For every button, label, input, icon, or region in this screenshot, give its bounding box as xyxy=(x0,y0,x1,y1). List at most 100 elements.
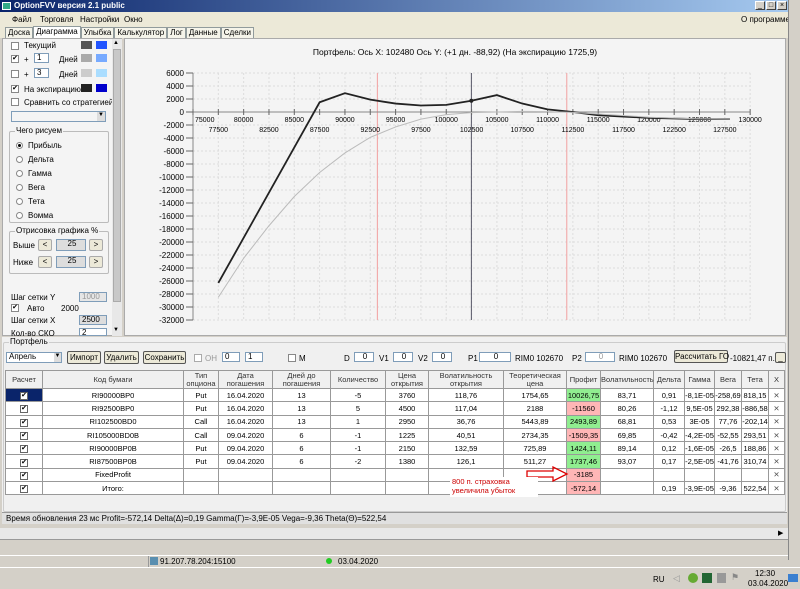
column-header[interactable]: Цена открытия xyxy=(385,370,429,389)
menu-file[interactable]: Файл xyxy=(12,15,32,24)
grid-x-input[interactable]: 2500 xyxy=(79,315,107,325)
calc-checkbox[interactable]: ✔ xyxy=(20,445,28,454)
tab-trades[interactable]: Сделки xyxy=(220,27,255,38)
scroll-up-icon[interactable]: ▲ xyxy=(113,40,119,46)
below-increase-button[interactable]: > xyxy=(89,256,103,268)
menu-settings[interactable]: Настройки xyxy=(80,15,120,24)
profit-chart[interactable]: 6000 4000 2000 0 -2000 -4000 -6000 -8000 -10000 -… xyxy=(125,39,785,335)
calc-checkbox[interactable]: ✔ xyxy=(20,405,28,414)
strategy-select[interactable] xyxy=(11,111,106,122)
column-header[interactable]: Дней до погашения xyxy=(272,370,331,389)
network-tray-icon[interactable] xyxy=(717,573,726,583)
grid-y-input[interactable]: 1000 xyxy=(79,292,107,302)
oh-checkbox[interactable] xyxy=(194,354,202,362)
column-header[interactable]: Дельта xyxy=(653,370,685,389)
table-row[interactable]: ✔ RI90000BP0B Put 09.04.2020 6 -1 2150 132,59 72… xyxy=(5,441,785,456)
menu-window[interactable]: Окно xyxy=(124,15,143,24)
remove-row-button[interactable]: ✕ xyxy=(768,481,785,496)
column-header[interactable]: Тета xyxy=(741,370,769,389)
current-checkbox[interactable] xyxy=(11,42,19,50)
plus1-color-swatch[interactable] xyxy=(81,54,92,62)
table-row[interactable]: ✔ RI105000BD0B Call 09.04.2020 6 -1 1225 40,51 2… xyxy=(5,427,785,443)
above-value[interactable]: 25 xyxy=(56,239,86,251)
tab-board[interactable]: Доска xyxy=(5,27,34,38)
spin-2[interactable]: 1 xyxy=(245,352,263,362)
plus1-days-input[interactable]: 1 xyxy=(34,53,49,63)
radio-vomma[interactable] xyxy=(16,212,23,219)
plus3-color-swatch-2[interactable] xyxy=(96,69,107,77)
current-color-swatch-2[interactable] xyxy=(96,41,107,49)
column-header[interactable]: Дата погашения xyxy=(218,370,273,389)
tab-diagram[interactable]: Диаграмма xyxy=(33,26,81,38)
auto-checkbox[interactable]: ✔ xyxy=(11,304,19,312)
remove-row-button[interactable]: ✕ xyxy=(768,414,785,429)
tab-log[interactable]: Лог xyxy=(167,27,186,38)
table-row[interactable]: ✔ RI87500BP0B Put 09.04.2020 6 -2 1380 126,1 511… xyxy=(5,454,785,469)
below-decrease-button[interactable]: < xyxy=(38,256,52,268)
scrollbar-thumb[interactable] xyxy=(113,49,121,302)
calc-checkbox-cell[interactable]: ✔ xyxy=(5,401,43,416)
remove-row-button[interactable]: ✕ xyxy=(768,387,785,403)
calc-checkbox-cell[interactable]: ✔ xyxy=(5,427,43,443)
window-scrollbar[interactable] xyxy=(788,0,800,560)
column-header[interactable]: Теоретическая цена xyxy=(503,370,567,389)
menu-about[interactable]: О программе xyxy=(741,15,790,24)
sko-input[interactable]: 2 xyxy=(79,328,107,336)
m-checkbox[interactable] xyxy=(288,354,296,362)
calc-checkbox[interactable]: ✔ xyxy=(20,471,28,480)
flag-icon[interactable]: ⚑ xyxy=(731,572,740,582)
p2-input[interactable]: 0 xyxy=(585,352,615,362)
save-button[interactable]: Сохранить xyxy=(143,351,186,364)
v1-input[interactable]: 0 xyxy=(393,352,413,362)
spin-1[interactable]: 0 xyxy=(222,352,240,362)
minimize-button[interactable]: _ xyxy=(755,1,765,10)
column-header[interactable]: Волатильность xyxy=(600,370,654,389)
remove-row-button[interactable]: ✕ xyxy=(768,454,785,469)
scroll-down-icon[interactable]: ▼ xyxy=(113,327,119,333)
calc-checkbox[interactable]: ✔ xyxy=(20,458,28,467)
calc-checkbox-cell[interactable]: ✔ xyxy=(5,441,43,456)
column-header[interactable]: Количество xyxy=(330,370,386,389)
chevron-down-icon[interactable]: ▼ xyxy=(54,353,61,362)
table-row[interactable]: ✔ Итого: -572,14 0,19 -3,9E-05 -9,36 522,54 ✕ xyxy=(5,481,785,496)
below-value[interactable]: 25 xyxy=(56,256,86,268)
column-header[interactable]: Расчет xyxy=(5,370,43,389)
calc-checkbox-cell[interactable]: ✔ xyxy=(5,454,43,469)
v2-input[interactable]: 0 xyxy=(432,352,452,362)
calc-checkbox-cell[interactable]: ✔ xyxy=(5,481,43,496)
plus3-days-input[interactable]: 3 xyxy=(34,68,49,78)
remove-row-button[interactable]: ✕ xyxy=(768,401,785,416)
column-header[interactable]: Профит xyxy=(566,370,601,389)
remove-row-button[interactable]: ✕ xyxy=(768,427,785,443)
chevron-down-icon[interactable]: ▼ xyxy=(97,112,105,121)
calc-checkbox[interactable]: ✔ xyxy=(20,418,28,427)
column-header[interactable]: Волатильность открытия xyxy=(428,370,504,389)
radio-gamma[interactable] xyxy=(16,170,23,177)
import-button[interactable]: Импорт xyxy=(67,351,101,364)
p1-input[interactable]: 0 xyxy=(479,352,511,362)
calc-checkbox[interactable]: ✔ xyxy=(20,485,28,494)
table-row[interactable]: ✔ RI90000BP0 Put 16.04.2020 13 -5 3760 118,76 17… xyxy=(5,387,785,403)
radio-delta[interactable] xyxy=(16,156,23,163)
maximize-button[interactable]: □ xyxy=(766,1,776,10)
month-select[interactable]: Апрель xyxy=(6,352,62,363)
calc-checkbox-cell[interactable]: ✔ xyxy=(5,387,43,403)
radio-profit[interactable] xyxy=(16,142,23,149)
horizontal-scrollbar[interactable]: ▶ xyxy=(0,528,790,540)
collapse-button[interactable]: _ xyxy=(775,352,786,363)
above-decrease-button[interactable]: < xyxy=(38,239,52,251)
radio-vega[interactable] xyxy=(16,184,23,191)
compare-checkbox[interactable] xyxy=(11,98,19,106)
close-button[interactable]: × xyxy=(777,1,787,10)
speaker-icon[interactable]: ◁ xyxy=(673,573,680,583)
column-header[interactable]: Код бумаги xyxy=(42,370,184,389)
d-input[interactable]: 0 xyxy=(354,352,374,362)
table-row[interactable]: ✔ RI92500BP0 Put 16.04.2020 13 5 4500 117,04 218… xyxy=(5,401,785,416)
radio-theta[interactable] xyxy=(16,198,23,205)
show-desktop-icon[interactable] xyxy=(788,574,798,582)
left-panel-scrollbar[interactable]: ▲ ▼ xyxy=(112,39,122,336)
plus3-color-swatch[interactable] xyxy=(81,69,92,77)
scroll-right-icon[interactable]: ▶ xyxy=(778,530,784,537)
remove-row-button[interactable]: ✕ xyxy=(768,467,785,483)
expiration-color-swatch-2[interactable] xyxy=(96,84,107,92)
